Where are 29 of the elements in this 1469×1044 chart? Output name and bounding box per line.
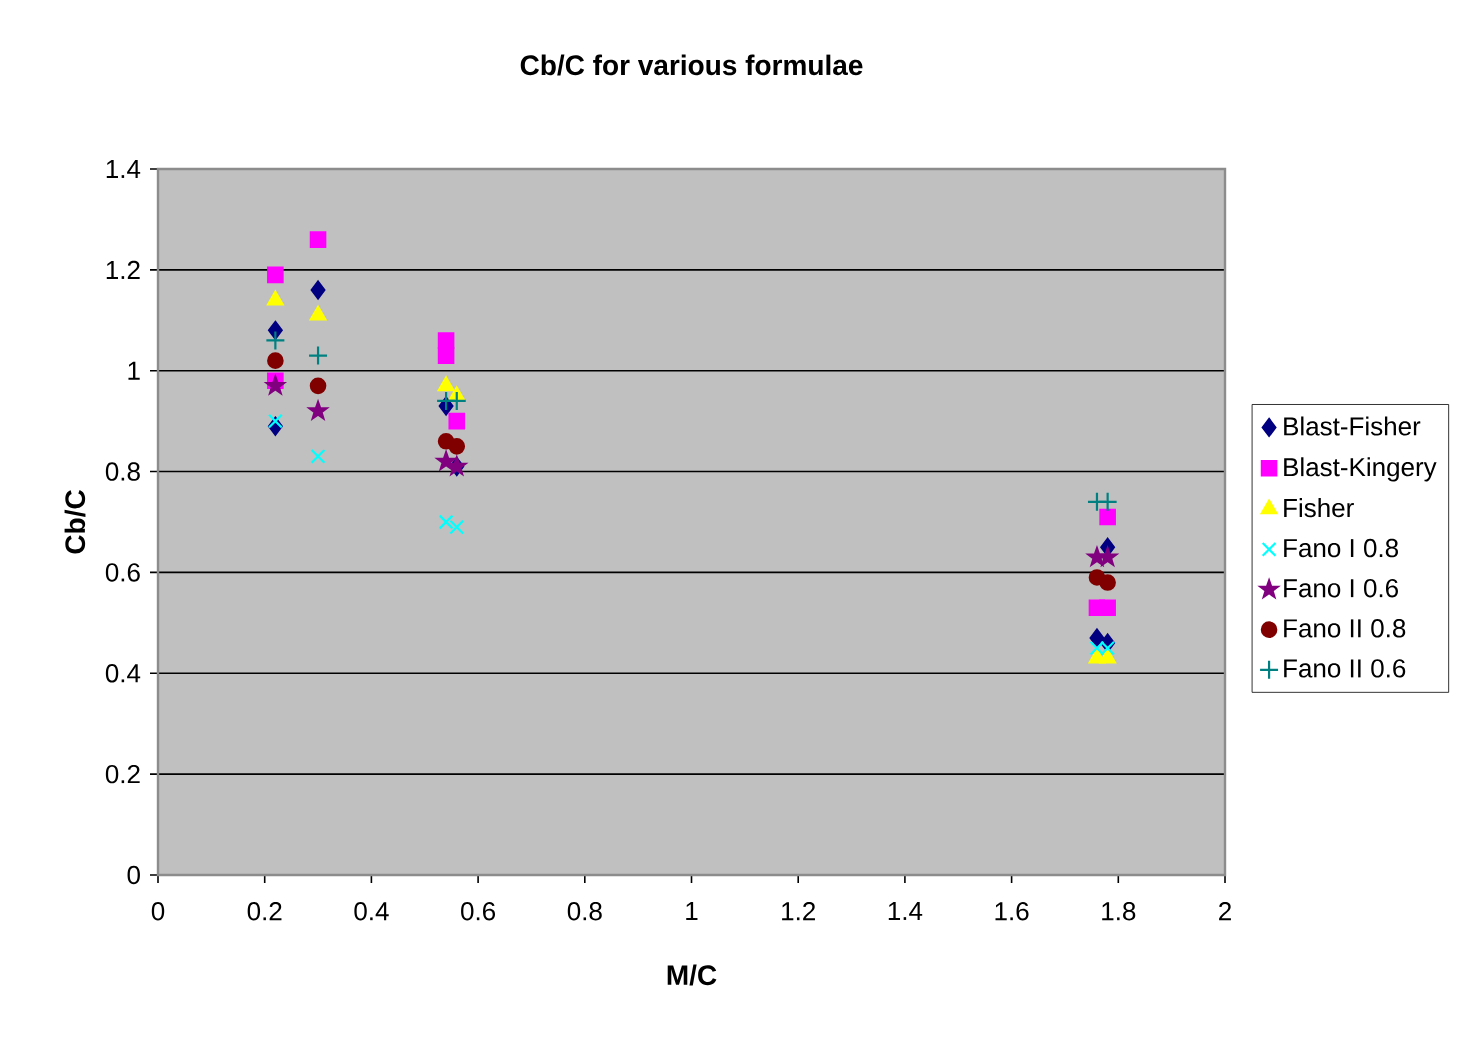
x-tick-label: 1.2: [782, 902, 815, 921]
x-tick-label: 2: [1219, 902, 1231, 921]
y-tick-label: 1.2: [106, 260, 140, 279]
legend-label: Fano I 0.6: [1284, 578, 1398, 598]
y-tick-label: 1: [128, 361, 140, 380]
chart-title: Cb/C for various formulae: [520, 54, 863, 76]
x-tick-label: 0.8: [567, 902, 602, 921]
y-tick-label: 0.4: [105, 664, 141, 683]
x-tick-label: 1.8: [1102, 902, 1136, 921]
legend-label: Fano II 0.6: [1284, 659, 1406, 678]
x-tick-label: 1.6: [995, 902, 1029, 921]
legend-label: Blast-Fisher: [1284, 416, 1421, 436]
legend-label: Fano I 0.8: [1284, 538, 1398, 558]
x-tick-label: 0: [151, 902, 165, 921]
y-tick-label: 0: [127, 865, 140, 885]
y-tick-label: 0.2: [105, 764, 140, 784]
x-tick-label: 0.4: [354, 902, 389, 921]
y-tick-label: 0.8: [105, 462, 140, 481]
legend-label: Fisher: [1284, 498, 1354, 518]
x-tick-label: 0.6: [461, 902, 496, 921]
legend-label: Blast-Kingery: [1284, 457, 1437, 482]
x-tick-label: 0.2: [247, 902, 282, 921]
x-tick-label: 1.4: [888, 902, 923, 920]
y-tick-label: 0.6: [105, 563, 140, 582]
x-axis-title: M/C: [667, 964, 717, 986]
legend-label: Fano II 0.8: [1284, 619, 1406, 638]
y-axis-title: Cb/C: [64, 490, 86, 554]
y-tick-label: 1.4: [106, 160, 141, 178]
x-tick-label: 1: [686, 902, 698, 920]
